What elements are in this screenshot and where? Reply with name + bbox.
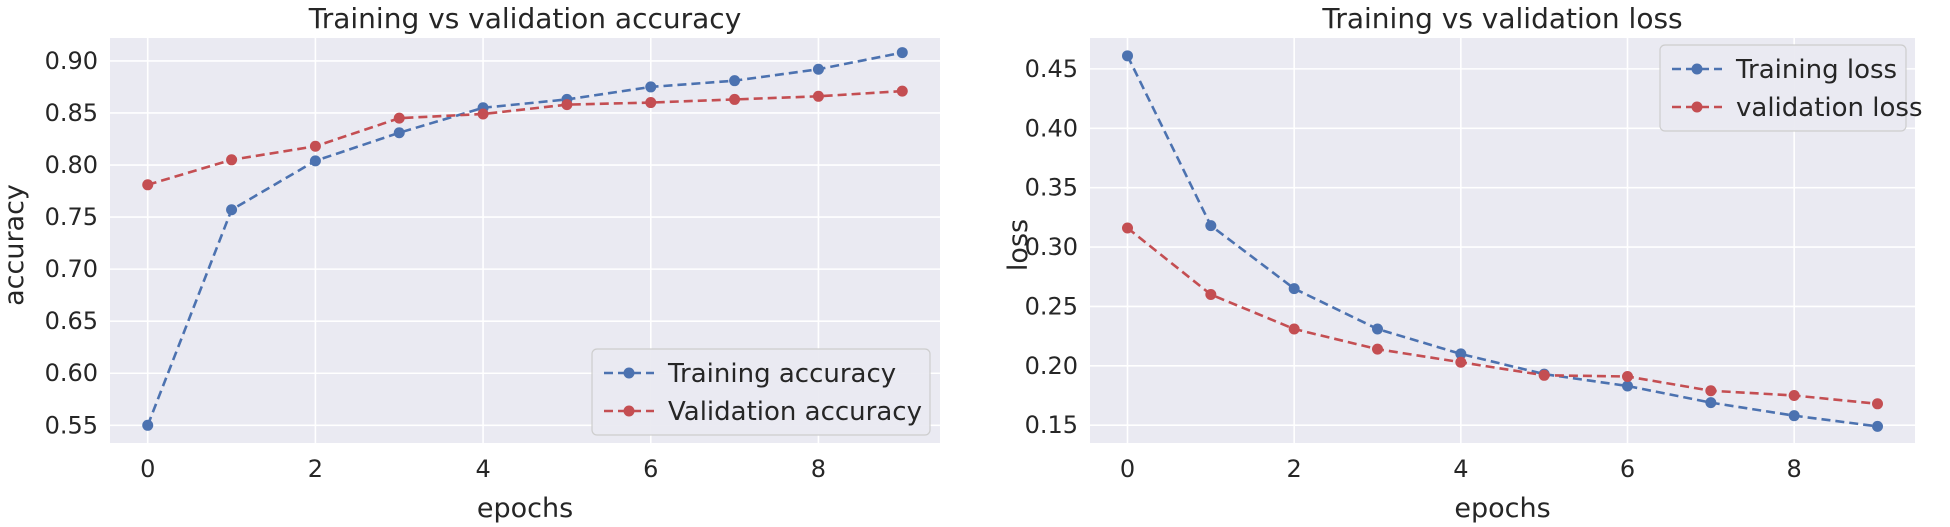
y-tick-label: 0.25 bbox=[1025, 292, 1078, 320]
data-point bbox=[1205, 220, 1217, 232]
data-point bbox=[896, 85, 908, 97]
data-point bbox=[393, 112, 405, 124]
legend-label: Training loss bbox=[1735, 55, 1897, 85]
legend: Training loss validation loss bbox=[1659, 44, 1923, 132]
series-line bbox=[147, 89, 903, 187]
data-point bbox=[1122, 222, 1133, 234]
data-point bbox=[309, 155, 321, 167]
x-tick-label: 2 bbox=[1287, 455, 1302, 483]
legend-label: validation loss bbox=[1736, 93, 1923, 123]
x-axis-label: epochs bbox=[477, 493, 573, 524]
data-point bbox=[1622, 370, 1633, 382]
data-point bbox=[1372, 343, 1383, 355]
data-point bbox=[393, 127, 405, 139]
series-2 bbox=[1122, 222, 1883, 410]
data-point bbox=[1622, 380, 1633, 392]
x-axis-label: epochs bbox=[1454, 493, 1550, 524]
y-tick-label: 0.85 bbox=[45, 99, 98, 127]
legend-label: Training accuracy bbox=[667, 359, 896, 389]
x-tick-label: 6 bbox=[643, 455, 658, 483]
x-tick-label: 6 bbox=[1620, 455, 1635, 483]
series-line bbox=[146, 51, 903, 426]
data-point bbox=[309, 140, 321, 152]
legend-marker bbox=[623, 405, 635, 417]
chart-title: Training vs validation accuracy bbox=[308, 2, 742, 35]
data-point bbox=[645, 81, 657, 93]
chart-panel-1: 0 2 4 6 8 0.55 0.60 0.65 0.70 0.75 0.80 0.85 0.90 Tra… bbox=[0, 2, 940, 524]
data-point bbox=[812, 90, 824, 102]
data-point bbox=[142, 179, 154, 191]
data-point bbox=[729, 75, 741, 87]
data-point bbox=[1705, 385, 1717, 397]
legend-marker bbox=[1691, 101, 1703, 113]
legend-marker bbox=[623, 367, 635, 379]
y-tick-label: 0.40 bbox=[1025, 114, 1078, 142]
y-tick-label: 0.75 bbox=[45, 203, 98, 231]
data-point bbox=[1705, 397, 1717, 409]
series-line bbox=[1126, 227, 1878, 406]
data-point bbox=[226, 154, 238, 166]
data-point bbox=[1872, 420, 1883, 432]
x-tick-label: 4 bbox=[475, 455, 490, 483]
y-tick-label: 0.45 bbox=[1025, 55, 1078, 83]
legend-item: Training loss bbox=[1672, 55, 1897, 85]
legend-item: Training accuracy bbox=[604, 359, 896, 389]
data-point bbox=[896, 47, 908, 59]
legend-item: validation loss bbox=[1672, 93, 1923, 123]
y-tick-label: 0.20 bbox=[1025, 352, 1078, 380]
data-point bbox=[1788, 389, 1800, 401]
data-point bbox=[1455, 356, 1467, 368]
legend: Training accuracy Validation accuracy bbox=[591, 348, 931, 436]
legend-item: Validation accuracy bbox=[604, 397, 922, 427]
data-point bbox=[1288, 323, 1300, 335]
data-point bbox=[226, 204, 238, 216]
series-2 bbox=[142, 85, 908, 191]
y-tick-label: 0.90 bbox=[45, 47, 98, 75]
legend-marker bbox=[1691, 63, 1703, 75]
legend-box bbox=[591, 348, 931, 436]
y-tick-label: 0.70 bbox=[45, 255, 98, 283]
data-point bbox=[1538, 369, 1550, 381]
x-tick-label: 0 bbox=[140, 455, 155, 483]
data-point bbox=[1122, 50, 1133, 62]
data-point bbox=[645, 97, 657, 109]
data-point bbox=[1788, 410, 1800, 422]
data-point bbox=[1372, 323, 1383, 335]
chart-title: Training vs validation loss bbox=[1321, 2, 1682, 35]
y-tick-label: 0.30 bbox=[1025, 233, 1078, 261]
data-point bbox=[1205, 289, 1217, 301]
x-tick-label: 8 bbox=[811, 455, 826, 483]
series-line bbox=[1126, 55, 1878, 428]
data-point bbox=[729, 93, 741, 105]
data-point bbox=[1288, 283, 1300, 295]
y-tick-label: 0.15 bbox=[1025, 411, 1078, 439]
y-tick-label: 0.55 bbox=[45, 411, 98, 439]
y-axis-label: loss bbox=[1003, 219, 1034, 271]
data-point bbox=[561, 99, 573, 111]
legend-label: Validation accuracy bbox=[668, 397, 922, 427]
chart-panel-2: 0 2 4 6 8 0.15 0.20 0.25 0.30 0.35 0.40 0.45 Trainin… bbox=[1003, 2, 1923, 524]
x-tick-label: 4 bbox=[1453, 455, 1468, 483]
data-point bbox=[1872, 398, 1883, 410]
y-tick-label: 0.80 bbox=[45, 151, 98, 179]
x-tick-label: 0 bbox=[1120, 455, 1135, 483]
y-axis-label: accuracy bbox=[0, 184, 30, 306]
data-point bbox=[812, 63, 824, 75]
y-tick-label: 0.65 bbox=[45, 307, 98, 335]
x-tick-label: 8 bbox=[1787, 455, 1802, 483]
data-point bbox=[1455, 348, 1467, 360]
data-point bbox=[142, 419, 154, 431]
x-tick-label: 2 bbox=[308, 455, 323, 483]
data-point bbox=[477, 108, 489, 120]
legend-box bbox=[1659, 44, 1907, 132]
y-tick-label: 0.35 bbox=[1025, 174, 1078, 202]
y-tick-label: 0.60 bbox=[45, 359, 98, 387]
